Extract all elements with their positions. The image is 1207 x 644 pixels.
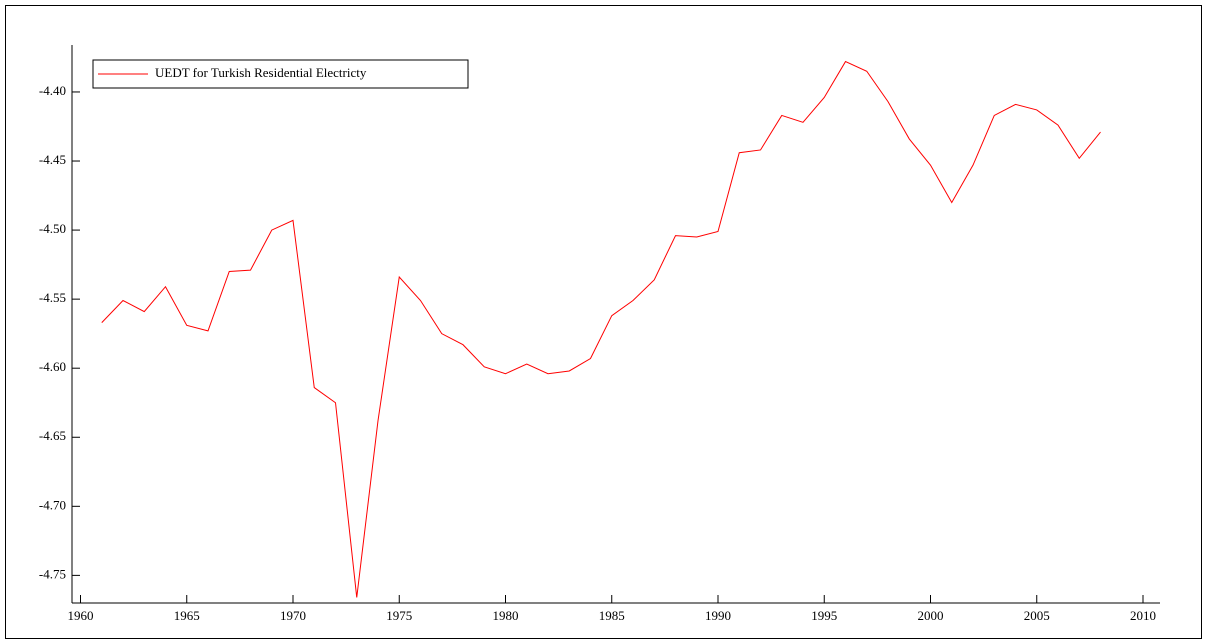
- y-tick-label: -4.50: [39, 221, 66, 236]
- x-tick-label: 1970: [280, 608, 306, 623]
- x-tick-label: 1990: [705, 608, 731, 623]
- frame: [5, 5, 1202, 639]
- y-tick-label: -4.60: [39, 359, 66, 374]
- x-tick-label: 1965: [174, 608, 200, 623]
- x-tick-label: 1960: [68, 608, 94, 623]
- y-tick-label: -4.45: [39, 152, 66, 167]
- line: [101, 60, 1101, 598]
- legend-label: UEDT for Turkish Residential Electricty: [155, 65, 367, 80]
- x-tick-label: 1985: [599, 608, 625, 623]
- y-tick-label: -4.70: [39, 497, 66, 512]
- x-tick-label: 1980: [493, 608, 519, 623]
- legend-box: [92, 59, 469, 89]
- y-tick-label: -4.55: [39, 290, 66, 305]
- x-tick-label: 2010: [1130, 608, 1156, 623]
- y-tick-label: -4.65: [39, 428, 66, 443]
- x-tick-label: 1975: [386, 608, 412, 623]
- y-tick-label: -4.75: [39, 566, 66, 581]
- y-tick-label: -4.40: [39, 83, 66, 98]
- x-tick-label: 2000: [918, 608, 944, 623]
- x-tick-label: 2005: [1024, 608, 1050, 623]
- x-tick-label: 1995: [811, 608, 837, 623]
